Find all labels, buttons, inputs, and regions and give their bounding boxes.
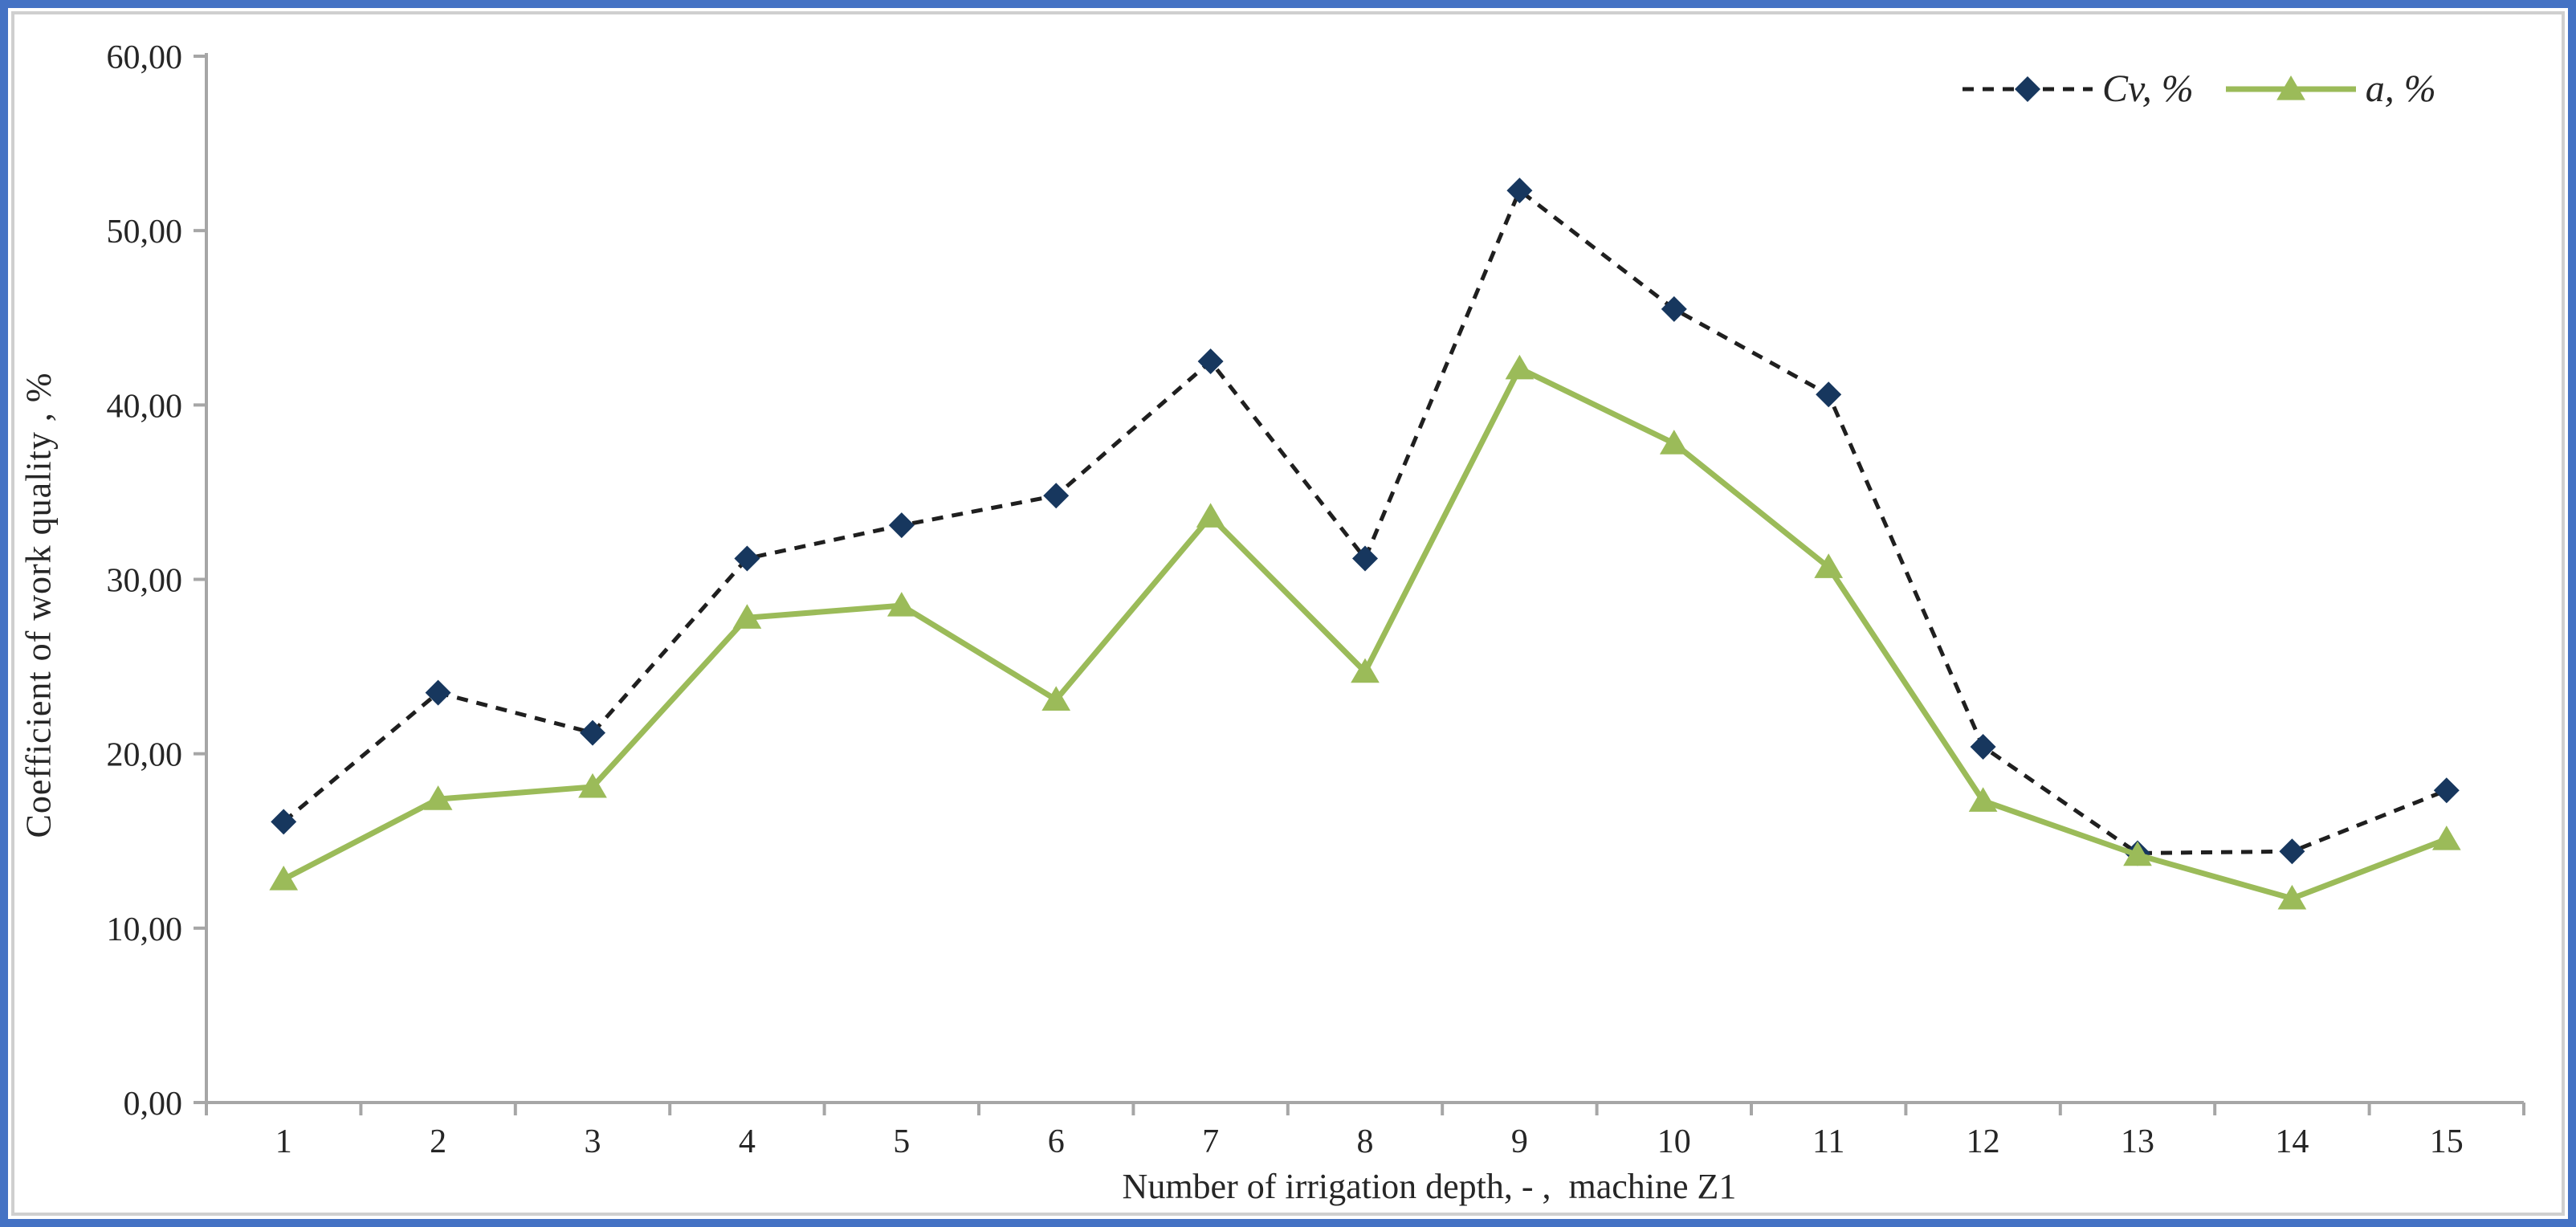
a-marker [1814, 553, 1844, 578]
cv-marker [271, 809, 297, 835]
a-marker [1968, 787, 1998, 812]
a-marker [1041, 686, 1071, 711]
a-marker [1505, 354, 1535, 380]
cv-marker [1043, 483, 1070, 509]
cv-marker [1352, 545, 1378, 572]
cv-marker [1816, 381, 1842, 408]
y-tick-label: 50,00 [107, 214, 183, 251]
x-tick-label: 7 [1202, 1123, 1219, 1160]
legend-line [2276, 75, 2305, 100]
x-tick-label: 4 [739, 1123, 756, 1160]
legend: Cv, % a, % [1959, 67, 2436, 110]
a-marker [2123, 841, 2152, 866]
cv-marker [2433, 777, 2460, 804]
a-marker [1351, 658, 1380, 683]
cv-series-swatch-icon [1963, 76, 2093, 102]
y-tick-label: 10,00 [107, 911, 183, 948]
legend-item-a: a, % [2223, 67, 2436, 110]
legend-label-cv: Cv, % [2102, 67, 2194, 110]
x-tick-label: 6 [1048, 1123, 1065, 1160]
legend-label-a: a, % [2365, 67, 2436, 110]
x-tick-label: 3 [585, 1123, 601, 1160]
y-tick-label: 40,00 [107, 388, 183, 425]
x-tick-label: 10 [1657, 1123, 1691, 1160]
a-marker [1196, 503, 1225, 528]
a-series-swatch-icon [2225, 75, 2356, 100]
a-marker [1659, 430, 1689, 455]
y-tick-label: 20,00 [107, 737, 183, 774]
x-tick-label: 11 [1812, 1123, 1844, 1160]
legend-line [2015, 76, 2040, 102]
a-marker [269, 866, 299, 891]
a-marker [423, 785, 453, 810]
y-axis-title: Coefficient of work quality , % [18, 372, 59, 838]
legend-item-cv: Cv, % [1959, 67, 2194, 110]
cv-marker [1661, 296, 1687, 322]
x-tick-label: 2 [430, 1123, 446, 1160]
x-tick-label: 14 [2275, 1123, 2309, 1160]
chart-area [11, 11, 2565, 1216]
a-series-line [282, 365, 2448, 902]
cv-marker [2279, 838, 2305, 865]
x-tick-label: 8 [1357, 1123, 1374, 1160]
a-marker [887, 592, 916, 617]
x-tick-label: 5 [893, 1123, 910, 1160]
x-tick-label: 12 [1967, 1123, 2000, 1160]
a-marker [578, 772, 607, 798]
cv-marker [734, 545, 760, 572]
a-marker [732, 604, 762, 629]
cv-marker [888, 512, 915, 539]
x-tick-label: 1 [275, 1123, 292, 1160]
x-tick-label: 15 [2430, 1123, 2464, 1160]
a-marker [2431, 825, 2461, 850]
y-tick-label: 30,00 [107, 563, 183, 600]
cv-marker [1970, 733, 1996, 760]
a-marker [2277, 884, 2307, 910]
x-axis-title: Number of irrigation depth, - , machine … [1122, 1167, 1737, 1206]
y-tick-label: 60,00 [107, 39, 183, 76]
cv-marker [1197, 349, 1224, 375]
y-tick-label: 0,00 [124, 1086, 183, 1123]
x-tick-label: 13 [2121, 1123, 2154, 1160]
cv-marker [425, 679, 451, 706]
cv-marker [1506, 177, 1533, 204]
x-tick-label: 9 [1511, 1123, 1528, 1160]
cv-marker [580, 719, 605, 746]
cv-series-line [282, 188, 2448, 855]
